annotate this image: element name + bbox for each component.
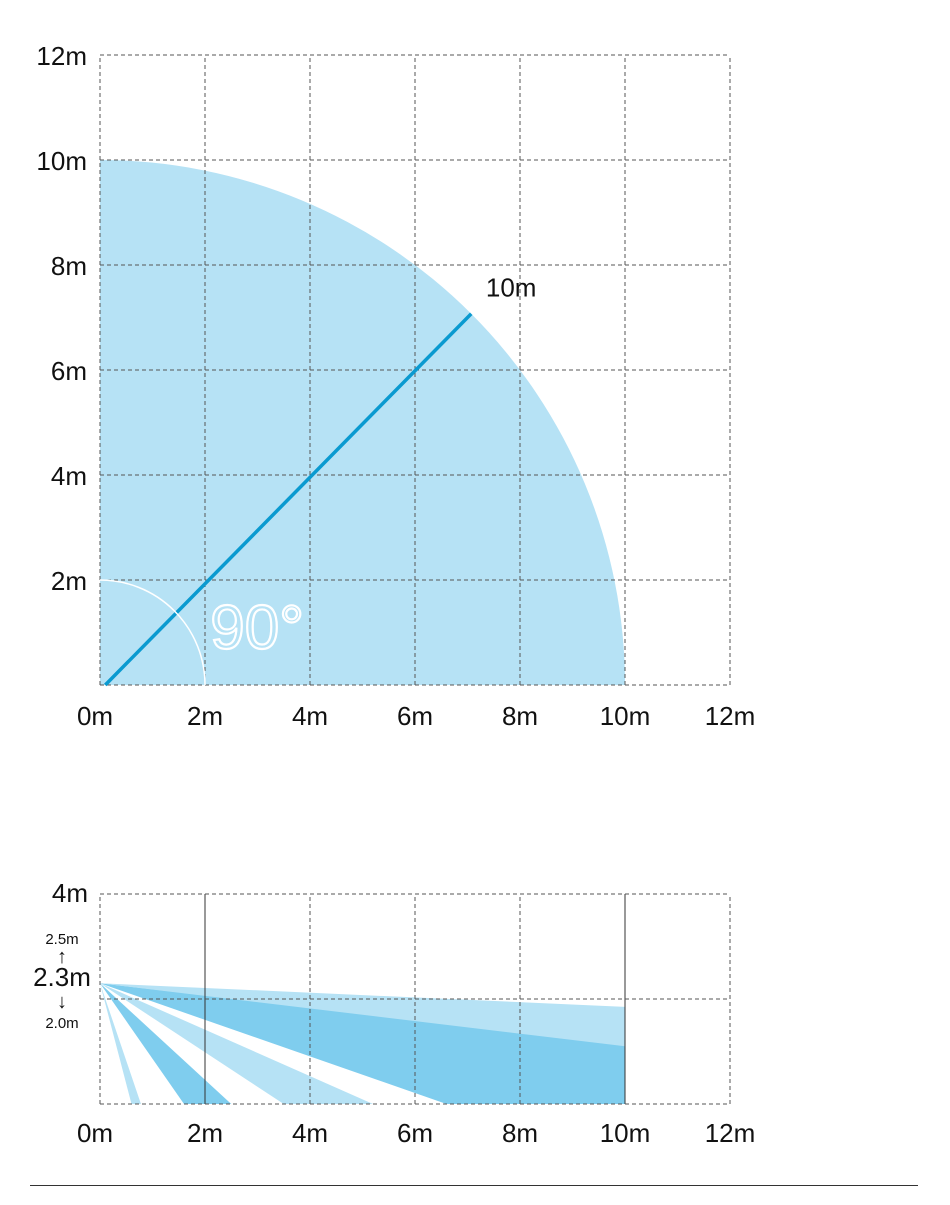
- side-beams: [100, 983, 625, 1104]
- x-tick-label: 4m: [292, 701, 328, 731]
- range-line: [104, 312, 473, 687]
- footer-divider: [30, 1185, 918, 1186]
- x-tick-label: 0m: [77, 1118, 113, 1148]
- x-tick-label: 6m: [397, 701, 433, 731]
- x-tick-label: 12m: [705, 701, 756, 731]
- side-view-diagram: 0m 2m 4m 6m 8m 10m 12m 4m 2.5m ↑ 2.3m ↓ 2.0m: [33, 878, 755, 1148]
- side-y-top-label: 4m: [52, 878, 88, 908]
- height-max-label: 2.5m: [45, 931, 78, 948]
- x-tick-label: 6m: [397, 1118, 433, 1148]
- x-tick-label: 4m: [292, 1118, 328, 1148]
- range-label: 10m: [486, 273, 537, 303]
- up-arrow-icon: ↑: [57, 946, 67, 968]
- beam-light: [100, 983, 373, 1104]
- top-y-tick-labels: 2m 4m 6m 8m 10m 12m: [36, 41, 87, 596]
- x-tick-label: 0m: [77, 701, 113, 731]
- y-tick-label: 8m: [51, 251, 87, 281]
- mount-height-label: 2.3m: [33, 962, 91, 992]
- x-tick-label: 10m: [600, 1118, 651, 1148]
- x-tick-label: 8m: [502, 1118, 538, 1148]
- x-tick-label: 12m: [705, 1118, 756, 1148]
- x-tick-label: 2m: [187, 701, 223, 731]
- x-tick-label: 2m: [187, 1118, 223, 1148]
- angle-arc: [99, 579, 206, 686]
- beam-light: [100, 983, 625, 1047]
- y-tick-label: 12m: [36, 41, 87, 71]
- top-grid: [99, 54, 731, 686]
- angle-label: 90°: [210, 593, 304, 662]
- down-arrow-icon: ↓: [57, 991, 67, 1013]
- top-x-tick-labels: 0m 2m 4m 6m 8m 10m 12m: [77, 701, 755, 731]
- beam-dark: [100, 983, 232, 1104]
- y-tick-label: 2m: [51, 566, 87, 596]
- height-min-label: 2.0m: [45, 1015, 78, 1032]
- x-tick-label: 10m: [600, 701, 651, 731]
- y-tick-label: 10m: [36, 146, 87, 176]
- side-x-tick-labels: 0m 2m 4m 6m 8m 10m 12m: [77, 1118, 755, 1148]
- y-tick-label: 6m: [51, 356, 87, 386]
- beam-dark: [100, 983, 625, 1104]
- y-tick-label: 4m: [51, 461, 87, 491]
- side-grid: [99, 893, 731, 1105]
- top-view-diagram: 90° 10m 0m 2m 4m 6m 8m 10m 12m 2m 4m 6m 8m 10m 12m: [36, 41, 755, 731]
- x-tick-label: 8m: [502, 701, 538, 731]
- beam-light: [100, 983, 141, 1104]
